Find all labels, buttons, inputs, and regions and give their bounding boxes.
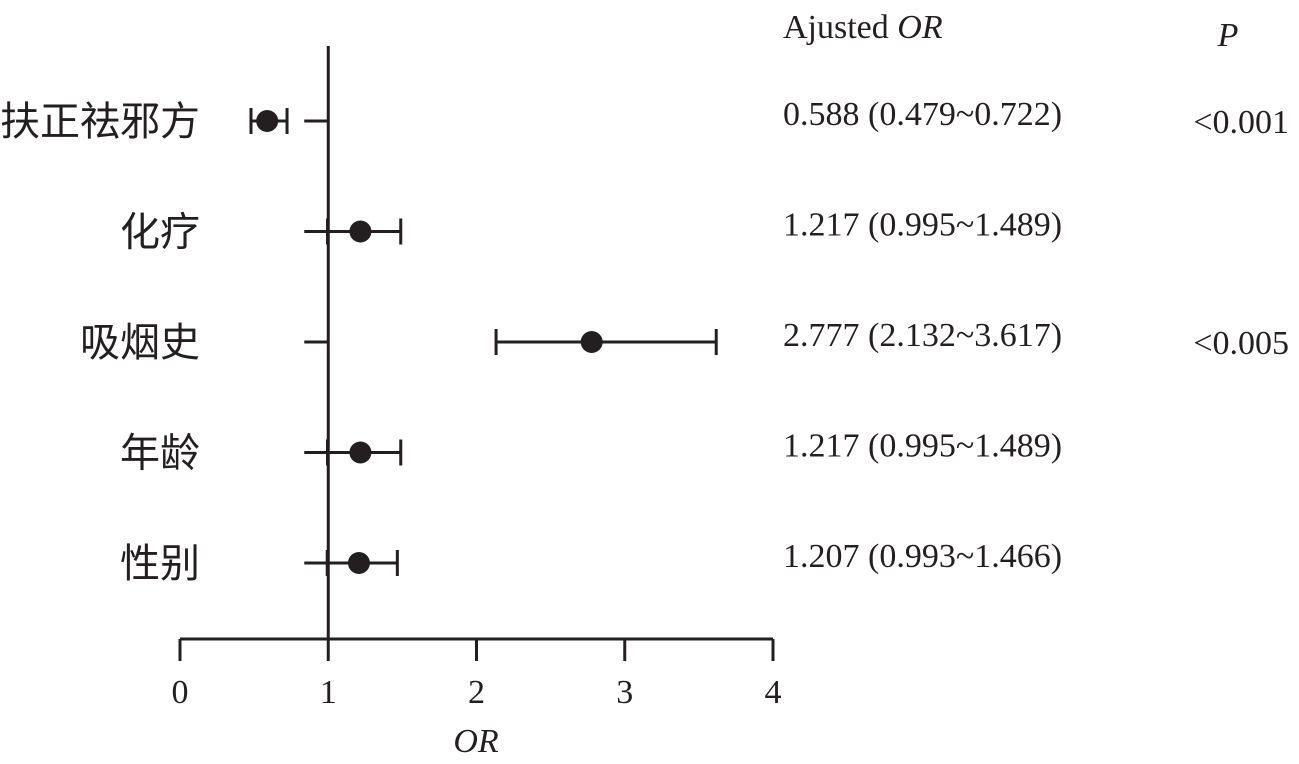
row-label: 性别 [120, 541, 200, 586]
or-value-text: 0.588 (0.479~0.722) [783, 96, 1062, 133]
row-label: 化疗 [120, 210, 200, 255]
or-column-header-text: Ajusted [783, 9, 897, 46]
or-point [580, 331, 603, 353]
p-column-header: P [1217, 17, 1239, 54]
x-tick-label: 0 [172, 674, 189, 711]
forest-row: 年龄 1.217 (0.995~1.489) [120, 428, 1062, 476]
axes: 0 1 2 3 4 [172, 46, 782, 711]
row-label: 吸烟史 [80, 320, 200, 365]
p-value-text: <0.001 [1193, 104, 1289, 141]
or-point [349, 441, 372, 464]
or-point [349, 220, 372, 243]
p-value-text: <0.005 [1193, 325, 1289, 362]
or-value-text: 1.217 (0.995~1.489) [783, 428, 1062, 465]
or-column-header: Ajusted OR [783, 9, 943, 46]
forest-row: 性别 1.207 (0.993~1.466) [120, 538, 1062, 586]
or-value-text: 2.777 (2.132~3.617) [783, 317, 1062, 354]
or-point [256, 110, 279, 132]
x-tick-label: 1 [320, 674, 337, 711]
or-value-text: 1.207 (0.993~1.466) [783, 538, 1062, 575]
row-label: 扶正祛邪方 [0, 99, 200, 144]
or-point [347, 552, 370, 574]
x-tick-label: 3 [616, 674, 633, 711]
row-label: 年龄 [120, 431, 200, 476]
or-column-header-italic: OR [897, 9, 943, 46]
forest-row: 扶正祛邪方 0.588 (0.479~0.722) <0.001 [0, 96, 1289, 144]
x-tick-label: 2 [468, 674, 485, 711]
forest-row: 吸烟史 2.777 (2.132~3.617) <0.005 [80, 317, 1289, 365]
rows: 扶正祛邪方 0.588 (0.479~0.722) <0.001 化疗 1.217 (0… [0, 96, 1289, 586]
or-value-text: 1.217 (0.995~1.489) [783, 207, 1062, 244]
x-axis-label: OR [453, 723, 499, 760]
x-tick-label: 4 [765, 674, 782, 711]
forest-row: 化疗 1.217 (0.995~1.489) [120, 207, 1062, 255]
